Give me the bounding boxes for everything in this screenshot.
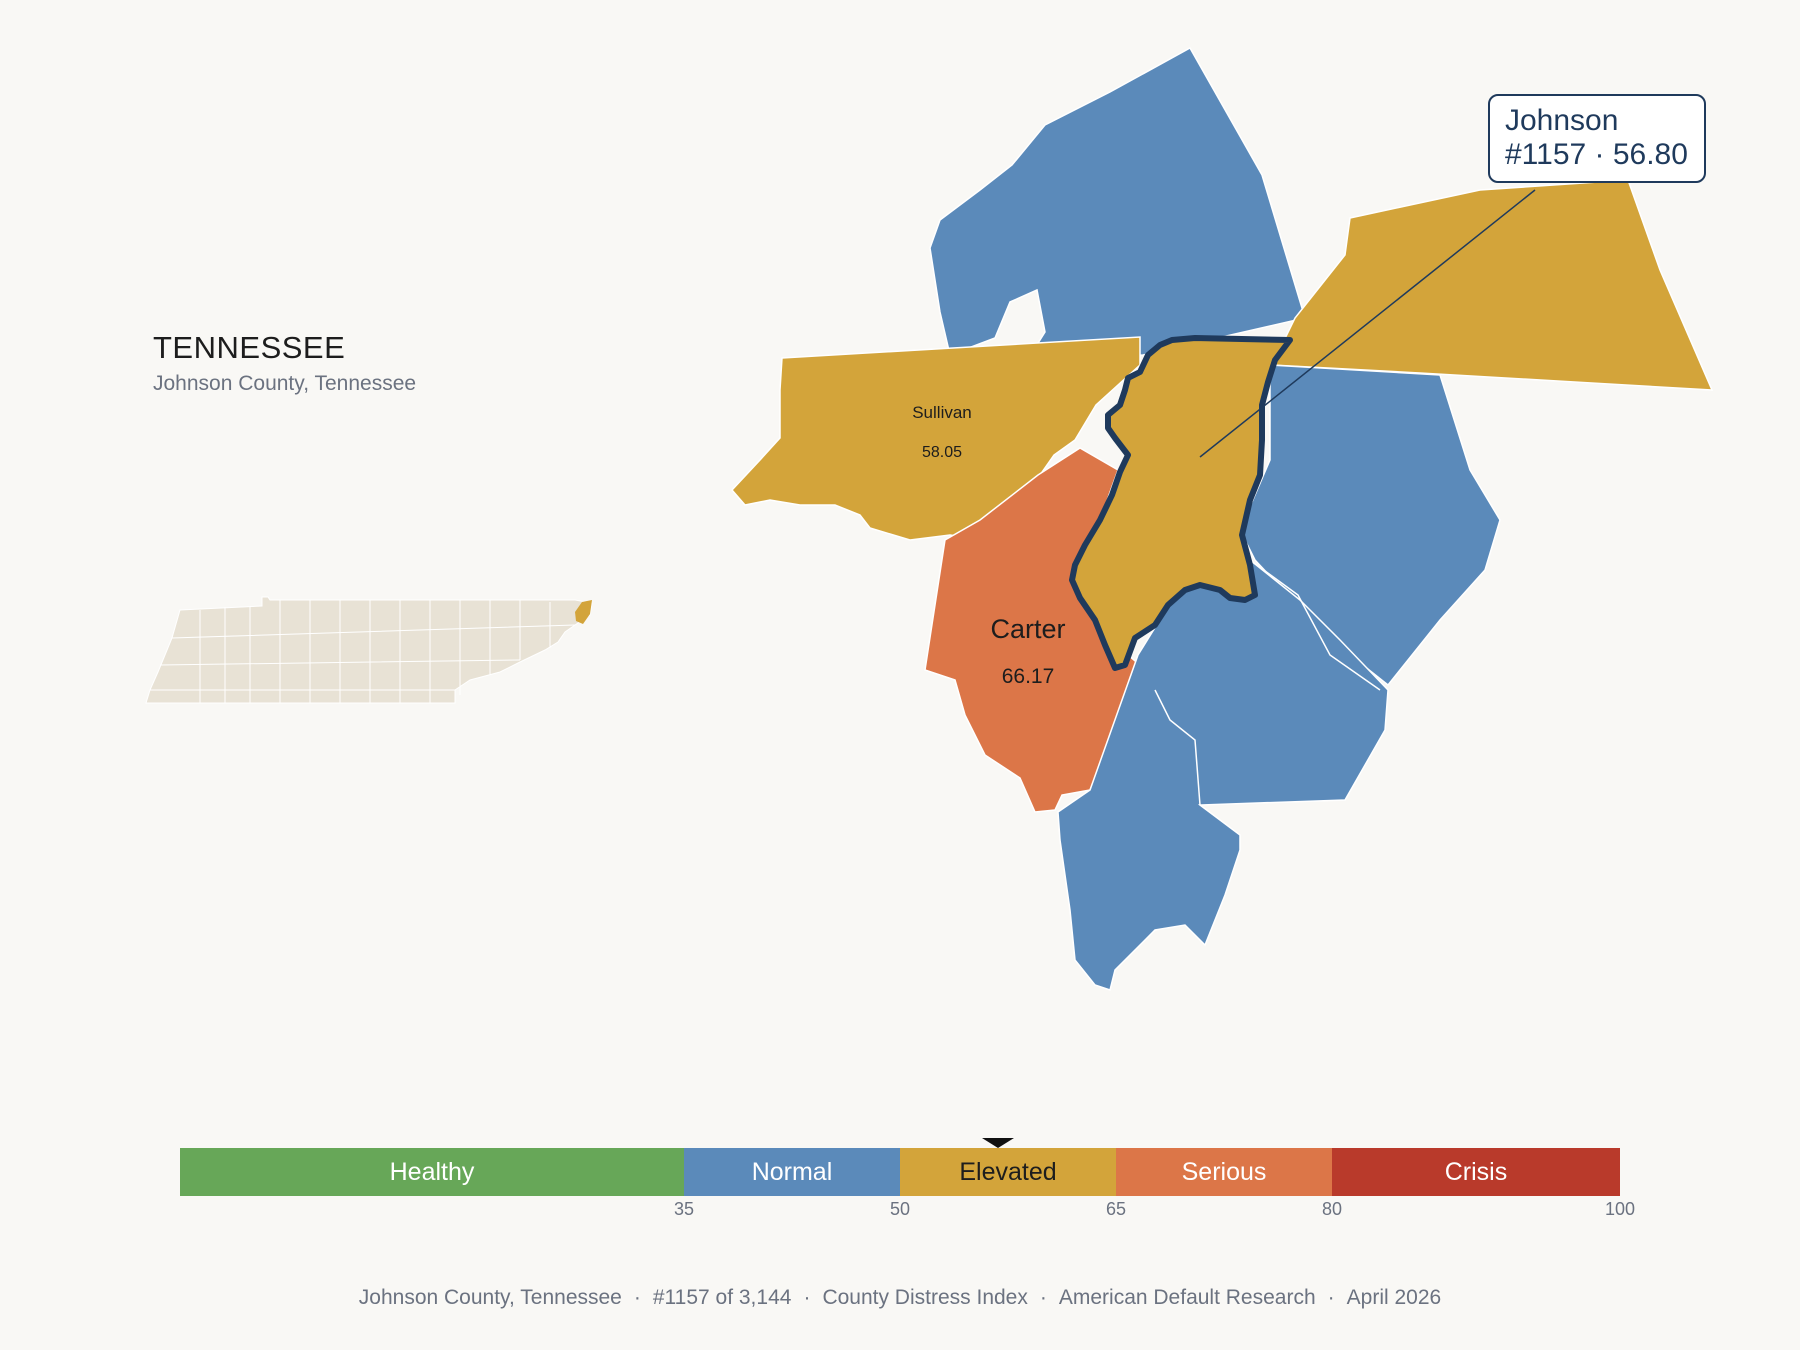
scale-serious: Serious [1116,1148,1332,1196]
tennessee-inset [145,596,593,704]
scale-tick-80: 80 [1321,1199,1343,1219]
sullivan-score: 58.05 [922,444,962,461]
scale-tick-50: 50 [889,1199,911,1219]
scale-tick-100: 100 [1604,1199,1636,1219]
footer-index: County Distress Index [822,1286,1028,1309]
carter-score: 66.17 [1002,665,1055,688]
scale-tick-35: 35 [673,1199,695,1219]
callout-leader-line [1199,189,1536,458]
scale-healthy: Healthy [180,1148,684,1196]
county-internal-boundary [1154,559,1381,806]
county-south-blue [1057,554,1389,991]
carter-label: Carter [990,614,1065,644]
distress-scale: Healthy Normal Elevated Serious Crisis [180,1148,1620,1196]
county-sullivan [730,336,1141,541]
tennessee-outline [145,596,593,704]
state-title: TENNESSEE [153,330,346,365]
callout-county-name: Johnson [1505,104,1619,137]
johnson-callout: Johnson #1157 · 56.80 [1488,94,1706,183]
score-marker [981,1138,1014,1148]
sullivan-label: Sullivan [912,403,972,422]
county-map: Sullivan 58.05 Carter 66.17 [730,46,1714,991]
state-subtitle: Johnson County, Tennessee [153,372,417,395]
county-johnson-highlight [1069,335,1293,671]
county-northeast-elevated [1270,179,1714,391]
johnson-county-inset [575,600,592,624]
county-north-blue [929,46,1306,357]
scale-tick-65: 65 [1105,1199,1127,1219]
footer-source: American Default Research [1058,1286,1316,1309]
footer-rank: #1157 of 3,144 [652,1286,792,1309]
footer: Johnson County, Tennessee · #1157 of 3,144… [358,1286,1442,1309]
scale-elevated: Elevated [900,1148,1116,1196]
scale-normal: Normal [684,1148,900,1196]
callout-rank-score: #1157 · 56.80 [1505,138,1688,171]
footer-date: April 2026 [1346,1286,1442,1309]
scale-crisis: Crisis [1332,1148,1620,1196]
footer-county: Johnson County, Tennessee [358,1286,622,1309]
